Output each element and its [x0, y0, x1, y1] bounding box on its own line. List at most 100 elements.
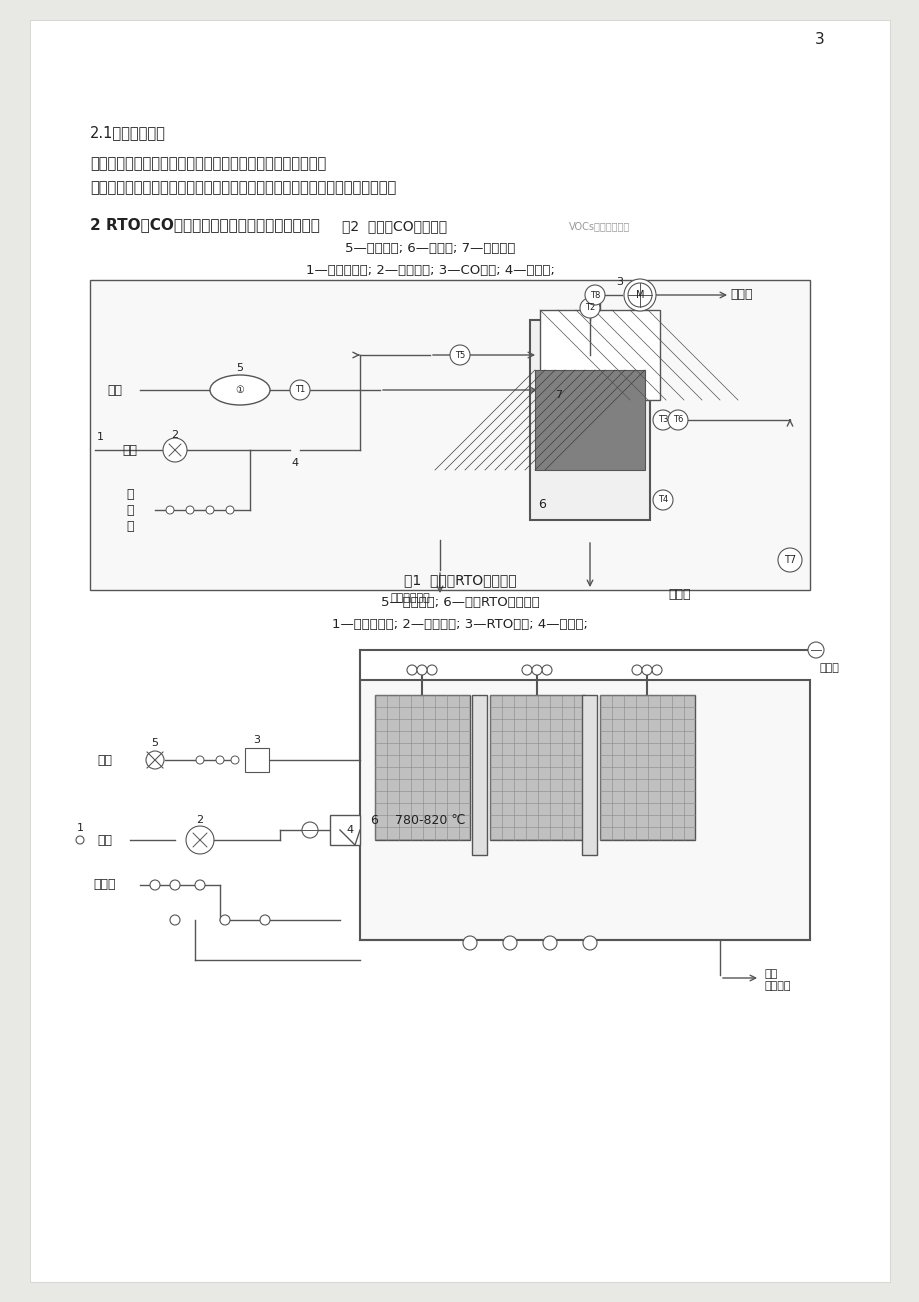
Text: 空气: 空气	[122, 444, 137, 457]
Circle shape	[165, 506, 174, 514]
Text: 3: 3	[616, 277, 623, 286]
Text: 排放气: 排放气	[729, 289, 752, 302]
Bar	[244, 749, 268, 772]
Circle shape	[652, 665, 662, 674]
Circle shape	[226, 506, 233, 514]
Circle shape	[260, 915, 269, 924]
Bar	[471, 695, 486, 855]
Bar	[90, 280, 809, 590]
Text: 部分热风排放: 部分热风排放	[390, 592, 429, 603]
Circle shape	[163, 437, 187, 462]
Text: 天
然
气: 天 然 气	[126, 487, 133, 533]
Bar	[529, 320, 650, 519]
Text: 4: 4	[291, 458, 299, 467]
Circle shape	[216, 756, 223, 764]
Text: T2: T2	[584, 303, 595, 312]
Circle shape	[220, 915, 230, 924]
Circle shape	[807, 642, 823, 658]
Text: T8: T8	[589, 290, 599, 299]
Text: 现就废气适用种类、废气浓度、废气流量、辅助能源、仪表自控、安全风险、环: 现就废气适用种类、废气浓度、废气流量、辅助能源、仪表自控、安全风险、环	[90, 181, 396, 195]
Text: 部分
热风排放: 部分 热风排放	[765, 969, 790, 991]
Text: 4: 4	[346, 825, 353, 835]
Circle shape	[195, 880, 205, 891]
Text: T4: T4	[657, 496, 667, 504]
Circle shape	[579, 298, 599, 318]
Text: 1—空气过滤器; 2—助燃风机; 3—RTO风机; 4—燃烧器;: 1—空气过滤器; 2—助燃风机; 3—RTO风机; 4—燃烧器;	[332, 618, 587, 631]
Text: ①: ①	[235, 385, 244, 395]
Circle shape	[150, 880, 160, 891]
Text: 6: 6	[538, 499, 545, 512]
Circle shape	[631, 665, 641, 674]
Circle shape	[170, 915, 180, 924]
Circle shape	[406, 665, 416, 674]
Text: 2 RTO与CO在处理中高浓度废气中各方面的异同: 2 RTO与CO在处理中高浓度废气中各方面的异同	[90, 217, 320, 233]
Circle shape	[462, 936, 476, 950]
Text: T5: T5	[454, 350, 465, 359]
Text: 图2  简单的CO装置流程: 图2 简单的CO装置流程	[342, 219, 447, 233]
Text: 排放气: 排放气	[819, 663, 839, 673]
Circle shape	[641, 665, 652, 674]
Bar	[375, 695, 470, 840]
Circle shape	[542, 936, 556, 950]
Text: 7: 7	[554, 391, 562, 400]
Bar	[599, 695, 694, 840]
Text: 5: 5	[152, 738, 158, 749]
Text: 图1  简单的RTO装置流程: 图1 简单的RTO装置流程	[403, 573, 516, 587]
Circle shape	[301, 822, 318, 838]
Bar	[490, 695, 584, 840]
Text: T1: T1	[295, 385, 305, 395]
Text: 1: 1	[76, 823, 84, 833]
Text: 780-820 ℃: 780-820 ℃	[394, 814, 465, 827]
Circle shape	[777, 548, 801, 572]
Circle shape	[652, 410, 673, 430]
Text: 5—除尘装置; 6—三室RTO燃烧护。: 5—除尘装置; 6—三室RTO燃烧护。	[380, 596, 539, 609]
Circle shape	[170, 880, 180, 891]
Circle shape	[186, 506, 194, 514]
Text: 氧化气: 氧化气	[668, 589, 690, 602]
Text: 空气: 空气	[97, 833, 112, 846]
Circle shape	[531, 665, 541, 674]
Text: 1—空气过滤器; 2—助燃风机; 3—CO风机; 4—燃烧器;: 1—空气过滤器; 2—助燃风机; 3—CO风机; 4—燃烧器;	[305, 263, 554, 276]
Text: 天然气: 天然气	[94, 879, 116, 892]
Circle shape	[146, 751, 164, 769]
Circle shape	[196, 756, 204, 764]
Circle shape	[583, 936, 596, 950]
Circle shape	[76, 836, 84, 844]
Text: M: M	[635, 290, 643, 299]
Circle shape	[503, 936, 516, 950]
Circle shape	[584, 285, 605, 305]
Circle shape	[206, 506, 214, 514]
Bar	[359, 680, 809, 940]
Text: 2: 2	[197, 815, 203, 825]
Text: 6: 6	[369, 814, 378, 827]
Circle shape	[416, 665, 426, 674]
Text: 5: 5	[236, 363, 244, 372]
Circle shape	[541, 665, 551, 674]
Circle shape	[628, 283, 652, 307]
Circle shape	[652, 490, 673, 510]
Circle shape	[186, 825, 214, 854]
Text: 2: 2	[171, 430, 178, 440]
Text: 5—除尘装置; 6—催化炉; 7—换热器。: 5—除尘装置; 6—催化炉; 7—换热器。	[345, 241, 515, 254]
Circle shape	[667, 410, 687, 430]
Circle shape	[231, 756, 239, 764]
Text: 3: 3	[254, 736, 260, 745]
Text: 保风险、动力负荷、主设备投资、运行成本等方面进行比较。: 保风险、动力负荷、主设备投资、运行成本等方面进行比较。	[90, 156, 326, 172]
Text: T3: T3	[657, 415, 667, 424]
Circle shape	[289, 380, 310, 400]
Bar	[582, 695, 596, 855]
Text: VOCs治理减排技术: VOCs治理减排技术	[569, 221, 630, 230]
Circle shape	[449, 345, 470, 365]
Bar	[539, 310, 659, 400]
Text: T7: T7	[783, 555, 795, 565]
Bar	[535, 370, 644, 470]
Circle shape	[623, 279, 655, 311]
Text: 废气: 废气	[97, 754, 112, 767]
Bar	[330, 815, 359, 845]
Text: 2.1废气适用种类: 2.1废气适用种类	[90, 125, 165, 141]
Circle shape	[521, 665, 531, 674]
Circle shape	[426, 665, 437, 674]
Text: 3: 3	[814, 33, 824, 47]
Text: T6: T6	[672, 415, 683, 424]
Text: 1: 1	[96, 432, 104, 441]
